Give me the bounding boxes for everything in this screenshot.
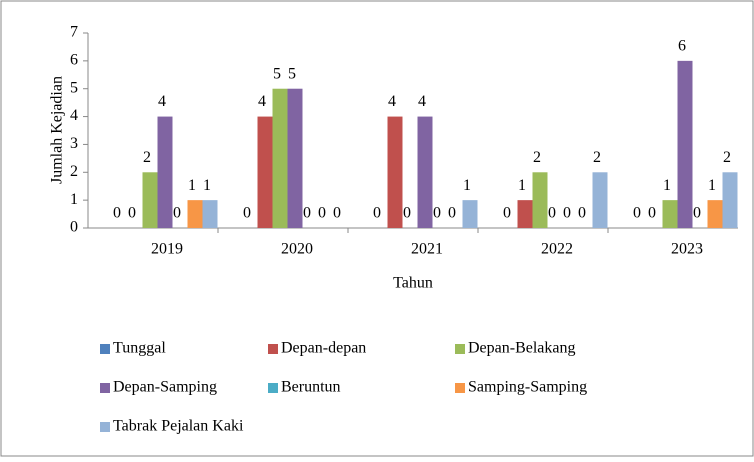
y-tick-label: 3 — [70, 135, 78, 152]
legend-label: Samping-Samping — [468, 379, 587, 396]
bar — [417, 116, 433, 228]
bar — [157, 116, 173, 228]
x-tick-label: 2021 — [411, 241, 443, 258]
legend-marker — [455, 383, 465, 393]
x-axis-title: Tahun — [393, 275, 433, 292]
data-label: 0 — [563, 205, 571, 222]
legend-marker — [268, 344, 278, 354]
data-label: 2 — [593, 149, 601, 166]
bar — [287, 88, 303, 228]
data-label: 4 — [418, 93, 426, 110]
data-label: 1 — [663, 177, 671, 194]
data-label: 0 — [548, 205, 556, 222]
bar — [662, 200, 678, 228]
bar — [677, 60, 693, 228]
legend-marker — [268, 383, 278, 393]
bar — [722, 172, 738, 228]
bar — [517, 200, 533, 228]
y-tick-label: 0 — [70, 219, 78, 236]
data-label: 4 — [158, 93, 166, 110]
data-label: 0 — [173, 205, 181, 222]
data-label: 5 — [273, 65, 281, 82]
data-label: 0 — [333, 205, 341, 222]
data-label: 0 — [373, 205, 381, 222]
bar — [592, 172, 608, 228]
x-tick-label: 2020 — [281, 241, 313, 258]
legend-marker — [455, 344, 465, 354]
data-label: 1 — [518, 177, 526, 194]
data-label: 2 — [143, 149, 151, 166]
legend-label: Depan-Samping — [113, 379, 217, 396]
y-tick-label: 4 — [70, 107, 78, 124]
data-label: 0 — [243, 205, 251, 222]
bar — [202, 200, 218, 228]
legend-marker — [100, 422, 110, 432]
legend-label: Tunggal — [113, 340, 166, 357]
y-tick-label: 6 — [70, 52, 78, 69]
bar — [532, 172, 548, 228]
data-label: 2 — [533, 149, 541, 166]
data-label: 2 — [723, 149, 731, 166]
legend-marker — [100, 383, 110, 393]
data-label: 1 — [188, 177, 196, 194]
data-label: 0 — [303, 205, 311, 222]
data-label: 5 — [288, 65, 296, 82]
data-label: 0 — [448, 205, 456, 222]
data-label: 1 — [203, 177, 211, 194]
data-label: 4 — [258, 93, 266, 110]
data-label: 0 — [648, 205, 656, 222]
data-label: 0 — [693, 205, 701, 222]
x-tick-label: 2023 — [671, 241, 703, 258]
bar — [257, 116, 273, 228]
data-label: 1 — [708, 177, 716, 194]
data-label: 0 — [633, 205, 641, 222]
data-label: 0 — [433, 205, 441, 222]
bar — [187, 200, 203, 228]
y-tick-label: 5 — [70, 79, 78, 96]
y-tick-label: 7 — [70, 24, 78, 41]
legend-label: Depan-depan — [281, 340, 366, 357]
data-label: 1 — [463, 177, 471, 194]
bar — [272, 88, 288, 228]
data-label: 0 — [113, 205, 121, 222]
legend-label: Beruntun — [281, 379, 341, 396]
data-label: 0 — [503, 205, 511, 222]
data-label: 0 — [128, 205, 136, 222]
data-label: 4 — [388, 93, 396, 110]
data-label: 6 — [678, 38, 686, 55]
x-tick-label: 2019 — [151, 241, 183, 258]
legend-label: Tabrak Pejalan Kaki — [113, 418, 244, 435]
bar — [462, 200, 478, 228]
legend-label: Depan-Belakang — [468, 340, 576, 357]
x-tick-label: 2022 — [541, 241, 573, 258]
data-label: 0 — [578, 205, 586, 222]
bar — [142, 172, 158, 228]
bar — [707, 200, 723, 228]
data-label: 0 — [318, 205, 326, 222]
y-tick-label: 1 — [70, 191, 78, 208]
y-tick-label: 2 — [70, 163, 78, 180]
y-axis-title: Jumlah Kejadian — [49, 76, 66, 184]
legend-marker — [100, 344, 110, 354]
bar — [387, 116, 403, 228]
data-label: 0 — [403, 205, 411, 222]
